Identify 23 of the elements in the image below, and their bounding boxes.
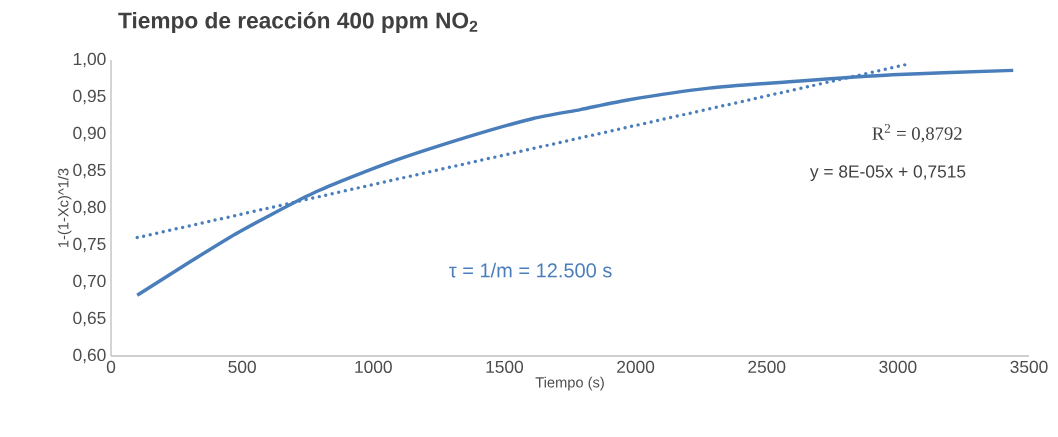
x-tick-label: 1000 xyxy=(355,360,392,373)
annotation: τ = 1/m = 12.500 s xyxy=(449,262,612,278)
y-tick-label: 0,65 xyxy=(73,311,106,327)
chart-title: Tiempo de reacción 400 ppm NO$_{2}$ xyxy=(118,11,478,33)
x-tick-label: 2500 xyxy=(748,360,786,373)
x-tick-label: 1500 xyxy=(486,360,524,373)
y-tick-label: 0,90 xyxy=(73,126,106,142)
x-tick-label: 2000 xyxy=(617,360,655,373)
y-tick-label: 0,75 xyxy=(73,237,106,253)
x-tick-label: 3500 xyxy=(1010,360,1048,373)
y-tick-label: 0,95 xyxy=(73,89,106,105)
y-tick-label: 0,80 xyxy=(73,200,106,216)
x-tick-label: 3000 xyxy=(879,360,917,373)
annotation: y = 8E-05x + 0,7515 xyxy=(809,165,966,182)
y-tick-label: 0,70 xyxy=(73,274,106,290)
y-tick-label: 0,85 xyxy=(73,163,106,179)
x-tick-label: 500 xyxy=(228,360,256,373)
x-tick-label: 0 xyxy=(106,360,116,373)
y-axis-title: 1-(1-Xc)^1/3 xyxy=(57,168,72,248)
x-axis-title: Tiempo (s) xyxy=(535,376,604,391)
annotation: R$^{2}$ = 0,8792 xyxy=(872,124,962,143)
y-tick-label: 1,00 xyxy=(73,52,106,68)
y-tick-label: 0,60 xyxy=(73,348,106,364)
